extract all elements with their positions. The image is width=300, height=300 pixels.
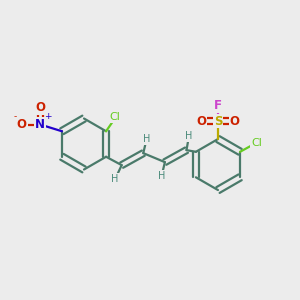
Text: Cl: Cl (251, 138, 262, 148)
Text: S: S (214, 115, 222, 128)
Text: F: F (214, 99, 222, 112)
Text: +: + (44, 112, 52, 121)
Text: O: O (196, 115, 206, 128)
Text: N: N (35, 118, 45, 131)
Text: H: H (158, 171, 166, 181)
Text: H: H (185, 131, 193, 141)
Text: H: H (111, 174, 119, 184)
Text: Cl: Cl (109, 112, 120, 122)
Text: H: H (142, 134, 150, 144)
Text: O: O (17, 118, 27, 131)
Text: O: O (230, 115, 239, 128)
Text: -: - (14, 112, 17, 121)
Text: O: O (35, 101, 45, 114)
